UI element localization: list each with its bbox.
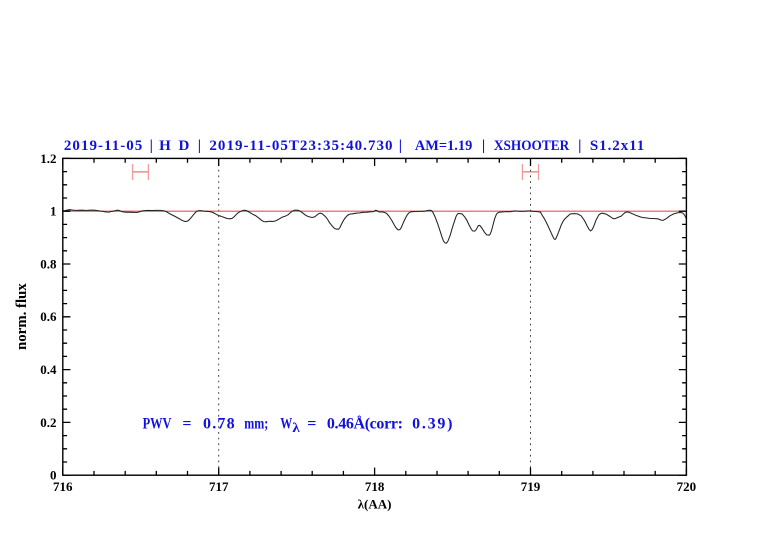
svg-text:718: 718: [365, 479, 385, 494]
svg-text:0.4: 0.4: [40, 362, 57, 377]
svg-text:|: |: [578, 138, 581, 154]
svg-text:|: |: [482, 138, 485, 154]
svg-text:2019-11-05: 2019-11-05: [64, 138, 142, 154]
svg-text:=: =: [182, 416, 191, 433]
svg-text:0.39): 0.39): [412, 416, 452, 433]
svg-text:720: 720: [677, 479, 697, 494]
svg-text:|: |: [399, 138, 402, 154]
svg-text:XSHOOTER: XSHOOTER: [494, 138, 569, 154]
svg-text:0.6: 0.6: [40, 309, 57, 324]
svg-text:|: |: [198, 138, 201, 154]
svg-text:W: W: [280, 416, 292, 433]
svg-text:0: 0: [50, 468, 57, 483]
svg-text:PWV: PWV: [143, 416, 172, 433]
svg-text:0.46Å(corr:: 0.46Å(corr:: [327, 415, 403, 433]
svg-text:norm. flux: norm. flux: [14, 283, 30, 350]
svg-text:0.2: 0.2: [40, 415, 56, 430]
svg-text:|: |: [150, 138, 153, 154]
svg-text:mm;: mm;: [244, 416, 268, 433]
svg-text:λ: λ: [292, 421, 300, 436]
svg-text:AM=1.19: AM=1.19: [415, 138, 472, 154]
svg-text:λ(AA): λ(AA): [358, 496, 392, 511]
svg-text:717: 717: [209, 479, 229, 494]
svg-text:716: 716: [53, 479, 73, 494]
svg-text:2019-11-05T23:35:40.730: 2019-11-05T23:35:40.730: [209, 138, 392, 154]
svg-text:0.78: 0.78: [203, 416, 235, 433]
svg-text:0.8: 0.8: [40, 256, 57, 271]
svg-text:S1.2x11: S1.2x11: [590, 138, 644, 154]
svg-text:719: 719: [521, 479, 541, 494]
svg-text:1: 1: [50, 204, 57, 219]
svg-text:1.2: 1.2: [40, 151, 56, 166]
svg-text:=: =: [307, 416, 316, 433]
